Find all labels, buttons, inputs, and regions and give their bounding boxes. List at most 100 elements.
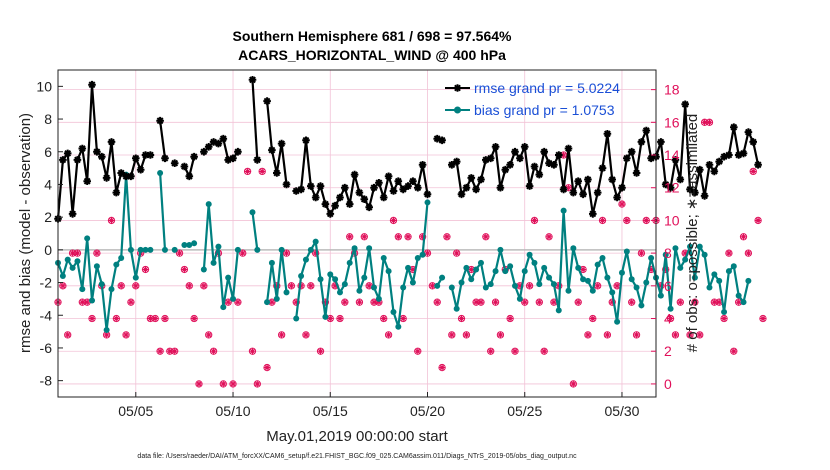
obs-assimilated-point — [302, 331, 310, 339]
bias-point — [312, 238, 319, 245]
y-tick-label: 2 — [44, 209, 52, 225]
bias-point — [497, 246, 504, 253]
rmse-point — [224, 156, 232, 164]
legend-rmse-marker — [453, 84, 462, 92]
rmse-point — [603, 130, 612, 138]
rmse-point — [302, 136, 310, 145]
bias-point — [186, 241, 193, 248]
bias-point — [103, 326, 110, 333]
obs-assimilated-point — [64, 331, 71, 339]
bias-point — [609, 289, 616, 296]
obs-assimilated-point — [404, 233, 412, 240]
obs-assimilated-point — [492, 299, 499, 306]
rmse-line — [295, 139, 429, 215]
bias-point — [677, 264, 684, 271]
rmse-point — [754, 161, 762, 169]
obs-assimilated-point — [293, 299, 300, 306]
y2-tick-label: 6 — [664, 278, 672, 294]
rmse-point — [414, 183, 422, 192]
rmse-point — [511, 147, 519, 156]
obs-assimilated-point — [463, 331, 470, 339]
rmse-point — [98, 152, 106, 161]
rmse-point — [482, 156, 490, 164]
bias-point — [93, 263, 100, 270]
rmse-point — [185, 172, 194, 181]
obs-assimilated-point — [521, 299, 528, 306]
rmse-point — [229, 154, 237, 163]
rmse-point — [146, 151, 155, 159]
obs-assimilated-point — [88, 315, 96, 322]
rmse-point — [452, 157, 461, 166]
obs-assimilated-point — [297, 282, 305, 289]
bias-point — [721, 308, 728, 315]
obs-assimilated-point — [711, 299, 718, 306]
obs-assimilated-point — [759, 315, 767, 322]
rmse-point — [350, 170, 359, 179]
bias-point — [351, 245, 358, 252]
bias-point — [730, 263, 737, 270]
rmse-point — [83, 177, 91, 185]
rmse-point — [462, 183, 471, 192]
bias-point — [468, 276, 475, 283]
y2-tick-label: 2 — [664, 343, 672, 359]
obs-assimilated-point — [181, 266, 188, 273]
obs-assimilated-point — [152, 315, 159, 322]
y-tick-label: 4 — [44, 176, 52, 192]
bias-point — [419, 251, 426, 258]
data-file-footnote: data file: /Users/raeder/DAI/ATM_forcXX/… — [137, 453, 577, 460]
bias-point — [482, 284, 489, 291]
obs-assimilated-point — [419, 233, 426, 240]
rmse-point — [608, 175, 616, 184]
bias-point — [322, 313, 329, 320]
bias-point — [696, 243, 703, 250]
obs-assimilated-point — [633, 331, 640, 339]
bias-point — [225, 274, 232, 281]
rmse-point — [700, 192, 709, 200]
bias-point — [706, 284, 713, 291]
obs-assimilated-point — [268, 299, 276, 306]
obs-assimilated-point — [414, 348, 421, 355]
rmse-point — [623, 154, 631, 163]
bias-point — [59, 273, 66, 280]
bias-point — [268, 259, 275, 266]
bias-point — [546, 274, 553, 281]
bias-point — [565, 287, 572, 294]
rmse-point — [297, 185, 305, 194]
rmse-point — [404, 182, 412, 190]
rmse-point — [292, 187, 300, 195]
bias-point — [701, 251, 708, 258]
obs-assimilated-point — [288, 282, 295, 289]
y2-tick-label: 12 — [664, 180, 680, 196]
obs-assimilated-point — [560, 151, 567, 159]
y-tick-label: 10 — [36, 78, 52, 94]
rmse-point — [686, 185, 694, 194]
bias-point — [691, 274, 698, 281]
obs-assimilated-point — [390, 217, 397, 224]
obs-assimilated-point — [225, 299, 232, 306]
obs-assimilated-point — [667, 315, 674, 322]
bias-point — [580, 276, 587, 283]
rmse-line — [56, 83, 151, 219]
rmse-point — [705, 161, 714, 169]
rmse-point — [545, 159, 553, 167]
bias-point — [711, 271, 718, 278]
bias-point — [745, 277, 752, 284]
bias-line — [450, 209, 750, 323]
y-axis-right: 0 2 4 6 8 10 12 14 16 18 — [651, 82, 680, 392]
rmse-point — [559, 185, 568, 194]
obs-assimilated-point — [322, 299, 329, 306]
obs-assimilated-point — [672, 331, 679, 339]
bias-point — [341, 281, 348, 288]
rmse-point — [584, 175, 592, 184]
rmse-point — [214, 139, 223, 148]
rmse-point — [117, 169, 125, 177]
plot-frame — [57, 69, 657, 398]
rmse-point — [730, 123, 738, 131]
obs-assimilated-point — [59, 282, 67, 289]
x-axis: 05/05 05/10 05/15 05/20 05/25 05/30 — [118, 392, 640, 419]
obs-assimilated-point — [487, 348, 494, 355]
obs-assimilated-point — [74, 249, 81, 257]
bias-line — [295, 202, 429, 328]
bias-line — [159, 172, 167, 250]
obs-assimilated-point — [259, 168, 266, 175]
